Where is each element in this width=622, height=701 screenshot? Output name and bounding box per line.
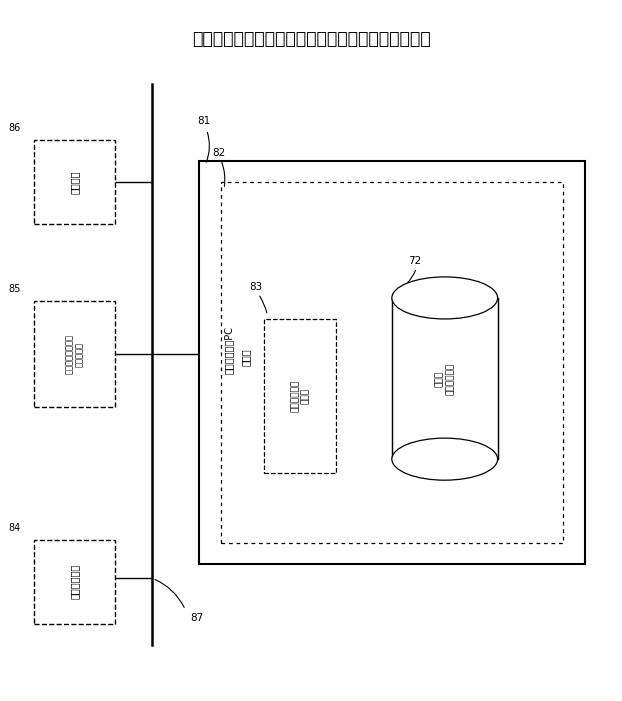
Text: 83: 83 [249,283,263,292]
Text: 87: 87 [190,613,203,623]
Text: 81: 81 [197,116,210,126]
FancyBboxPatch shape [34,301,115,407]
Ellipse shape [392,438,498,480]
Text: メーラ: メーラ [241,348,251,367]
FancyBboxPatch shape [392,298,498,459]
Text: 72: 72 [408,257,422,266]
Text: 本実施形態の実施例におけるシステム構成を示す図: 本実施形態の実施例におけるシステム構成を示す図 [192,29,430,48]
FancyBboxPatch shape [221,182,563,543]
FancyBboxPatch shape [34,540,115,624]
Text: メールサーバ: メールサーバ [70,564,80,599]
Text: 84: 84 [8,523,21,533]
Text: 調査コントロール
線端設定部: 調査コントロール 線端設定部 [65,334,85,374]
FancyBboxPatch shape [199,161,585,564]
Text: 86: 86 [8,123,21,133]
FancyBboxPatch shape [34,140,115,224]
FancyBboxPatch shape [264,319,336,473]
Text: 送信済
メールデータ: 送信済 メールデータ [435,362,455,395]
Text: クライアントPC: クライアントPC [224,327,234,374]
Text: 82: 82 [212,148,226,158]
Text: メール誤送信
防止部: メール誤送信 防止部 [290,380,310,412]
Text: 攻撃端末: 攻撃端末 [70,170,80,194]
Ellipse shape [392,277,498,319]
Text: 85: 85 [8,285,21,294]
